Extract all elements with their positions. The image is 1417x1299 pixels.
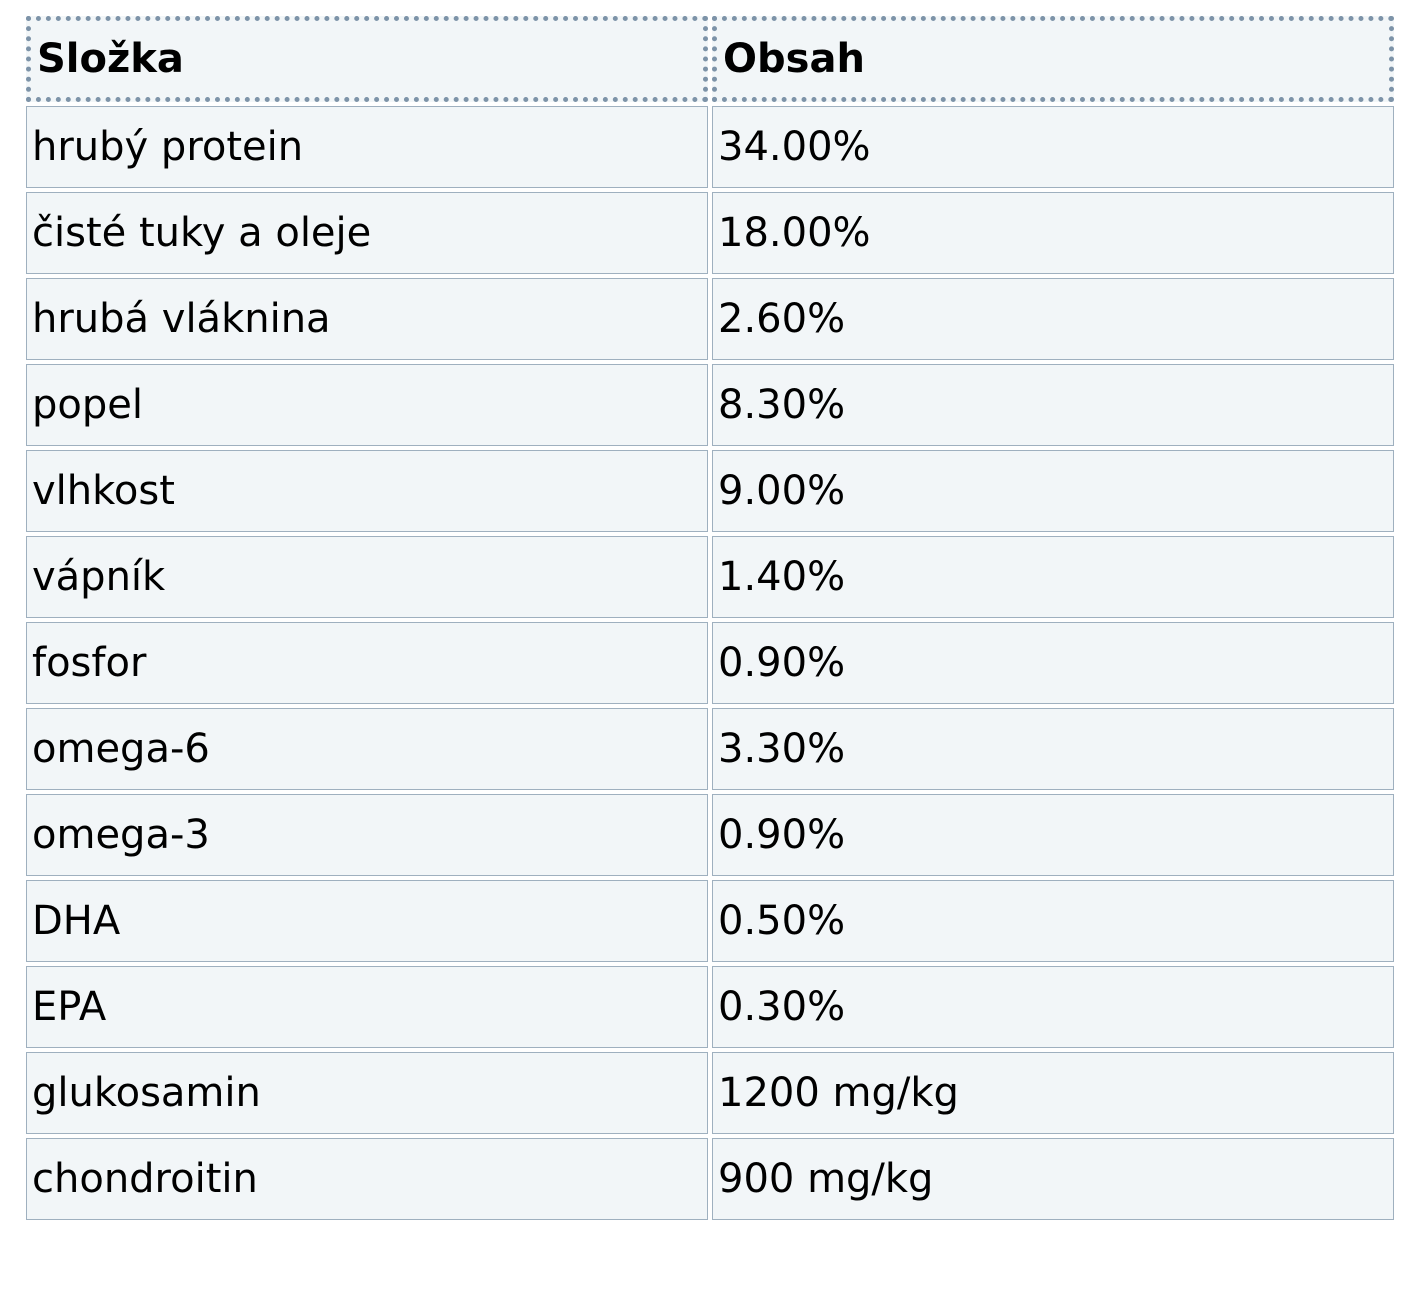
ingredient-cell: DHA [26,880,708,962]
table-row: DHA 0.50% [26,880,1394,962]
header-content: Obsah [712,16,1394,102]
content-cell: 0.30% [712,966,1394,1048]
table-row: glukosamin 1200 mg/kg [26,1052,1394,1134]
table-row: omega-6 3.30% [26,708,1394,790]
content-cell: 0.50% [712,880,1394,962]
ingredient-cell: hrubá vláknina [26,278,708,360]
table-row: čisté tuky a oleje 18.00% [26,192,1394,274]
ingredient-cell: EPA [26,966,708,1048]
table-row: EPA 0.30% [26,966,1394,1048]
header-ingredient: Složka [26,16,708,102]
content-cell: 8.30% [712,364,1394,446]
content-cell: 34.00% [712,106,1394,188]
ingredient-cell: omega-3 [26,794,708,876]
content-cell: 900 mg/kg [712,1138,1394,1220]
ingredient-cell: čisté tuky a oleje [26,192,708,274]
table-header: Složka Obsah [26,16,1394,102]
nutrition-table: Složka Obsah hrubý protein 34.00% čisté … [22,12,1398,1224]
table-row: vápník 1.40% [26,536,1394,618]
table-row: hrubý protein 34.00% [26,106,1394,188]
ingredient-cell: vápník [26,536,708,618]
table-row: fosfor 0.90% [26,622,1394,704]
ingredient-cell: omega-6 [26,708,708,790]
ingredient-cell: popel [26,364,708,446]
content-cell: 18.00% [712,192,1394,274]
table-row: hrubá vláknina 2.60% [26,278,1394,360]
content-cell: 1200 mg/kg [712,1052,1394,1134]
header-row: Složka Obsah [26,16,1394,102]
table-body: hrubý protein 34.00% čisté tuky a oleje … [26,106,1394,1220]
table-row: omega-3 0.90% [26,794,1394,876]
content-cell: 2.60% [712,278,1394,360]
ingredient-cell: glukosamin [26,1052,708,1134]
content-cell: 0.90% [712,794,1394,876]
nutrition-table-container: Složka Obsah hrubý protein 34.00% čisté … [22,12,1396,1224]
ingredient-cell: chondroitin [26,1138,708,1220]
content-cell: 0.90% [712,622,1394,704]
ingredient-cell: hrubý protein [26,106,708,188]
content-cell: 1.40% [712,536,1394,618]
table-row: chondroitin 900 mg/kg [26,1138,1394,1220]
ingredient-cell: fosfor [26,622,708,704]
ingredient-cell: vlhkost [26,450,708,532]
table-row: vlhkost 9.00% [26,450,1394,532]
content-cell: 9.00% [712,450,1394,532]
table-row: popel 8.30% [26,364,1394,446]
content-cell: 3.30% [712,708,1394,790]
